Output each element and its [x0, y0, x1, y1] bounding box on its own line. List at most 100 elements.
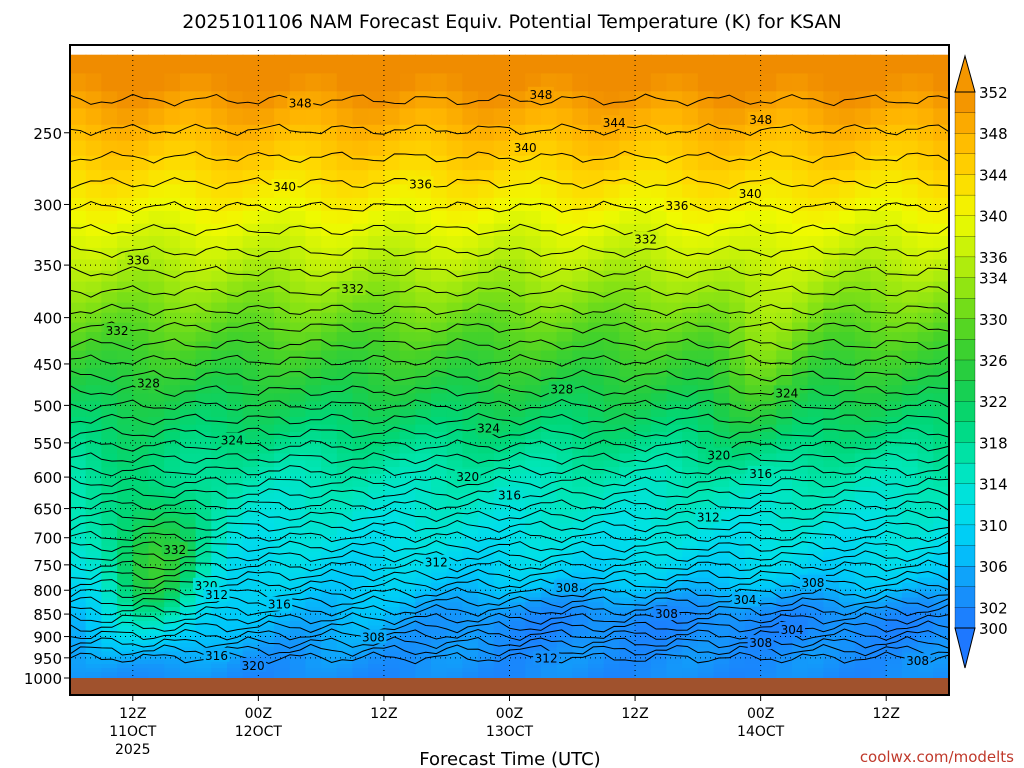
heatmap-cell — [493, 401, 511, 410]
heatmap-cell — [713, 108, 730, 126]
heatmap-cell — [556, 638, 573, 644]
heatmap-cell — [635, 551, 652, 558]
heatmap-cell — [336, 432, 354, 440]
heatmap-cell — [415, 630, 432, 635]
heatmap-cell — [352, 91, 369, 109]
heatmap-cell — [603, 529, 620, 536]
heatmap-cell — [227, 368, 244, 378]
heatmap-cell — [227, 523, 244, 530]
heatmap-cell — [227, 302, 244, 314]
heatmap-cell — [101, 647, 118, 653]
heatmap-cell — [321, 322, 338, 333]
heatmap-cell — [588, 108, 605, 126]
heatmap-cell — [321, 659, 338, 665]
heatmap-cell — [305, 439, 322, 448]
heatmap-cell — [227, 556, 244, 563]
heatmap-cell — [509, 73, 526, 92]
heatmap-cell — [321, 281, 338, 293]
contour-label-backing — [219, 432, 246, 447]
heatmap-cell — [493, 350, 511, 361]
heatmap-cell — [274, 409, 291, 418]
heatmap-cell — [823, 91, 840, 109]
heatmap-cell — [336, 611, 354, 617]
heatmap-cell — [666, 446, 683, 454]
heatmap-cell — [933, 439, 949, 448]
heatmap-cell — [478, 587, 495, 594]
contour-label-320: 320 — [242, 659, 265, 673]
heatmap-cell — [352, 523, 369, 530]
heatmap-cell — [70, 511, 87, 519]
heatmap-cell — [462, 630, 479, 635]
heatmap-cell — [635, 359, 652, 369]
heatmap-cell — [839, 607, 856, 613]
colorbar-label: 322 — [979, 393, 1008, 411]
heatmap-cell — [540, 523, 558, 530]
heatmap-cell — [540, 664, 558, 669]
heatmap-cell — [195, 453, 212, 461]
heatmap-cell — [870, 616, 887, 622]
heatmap-cell — [258, 467, 275, 475]
heatmap-cell — [70, 499, 87, 507]
heatmap-cell — [258, 577, 275, 584]
heatmap-cell — [305, 211, 322, 225]
heatmap-cell — [713, 587, 730, 594]
heatmap-cell — [807, 651, 824, 657]
heatmap-cell — [744, 302, 762, 314]
heatmap-cell — [336, 292, 354, 304]
heatmap-cell — [713, 523, 730, 530]
heatmap-cell — [289, 486, 307, 494]
heatmap-cell — [792, 546, 809, 553]
heatmap-cell — [431, 592, 448, 599]
heatmap-cell — [274, 480, 291, 488]
contour-label-332: 332 — [634, 233, 657, 247]
heatmap-cell — [179, 439, 197, 448]
heatmap-cell — [933, 577, 949, 584]
heatmap-cell — [572, 511, 589, 519]
heatmap-cell — [85, 582, 102, 589]
heatmap-cell — [227, 281, 244, 293]
heatmap-cell — [540, 312, 558, 324]
heatmap-cell — [195, 73, 212, 92]
contour-label-backing — [554, 579, 581, 594]
x-axis-label: Forecast Time (UTC) — [419, 749, 600, 768]
heatmap-cell — [792, 211, 809, 225]
heatmap-cell — [792, 651, 809, 657]
heatmap-cell — [729, 417, 746, 426]
heatmap-cell — [760, 672, 777, 677]
heatmap-cell — [650, 312, 668, 324]
heatmap-cell — [85, 432, 102, 440]
contour-label-backing — [533, 650, 560, 665]
heatmap-cell — [493, 409, 511, 418]
heatmap-cell — [713, 54, 730, 74]
heatmap-cell — [321, 655, 338, 661]
heatmap-cell — [776, 587, 793, 594]
heatmap-cell — [776, 359, 793, 369]
heatmap-cell — [807, 546, 824, 553]
heatmap-cell — [164, 621, 181, 627]
heatmap-cell — [164, 638, 181, 644]
heatmap-cell — [760, 54, 777, 74]
heatmap-cell — [289, 630, 307, 635]
heatmap-cell — [635, 523, 652, 530]
heatmap-cell — [321, 621, 338, 627]
heatmap-cell — [525, 638, 542, 644]
heatmap-cell — [117, 529, 134, 536]
heatmap-cell — [148, 597, 165, 603]
heatmap-cell — [101, 401, 118, 410]
heatmap-cell — [744, 499, 762, 507]
x-tick-label: 12OCT — [235, 724, 283, 740]
heatmap-cell — [854, 184, 872, 199]
heatmap-cell — [211, 376, 228, 386]
heatmap-cell — [839, 634, 856, 640]
heatmap-cell — [556, 540, 573, 547]
heatmap-cell — [399, 493, 416, 500]
heatmap-cell — [792, 523, 809, 530]
heatmap-cell — [635, 659, 652, 665]
heatmap-cell — [525, 597, 542, 603]
heatmap-cell — [540, 567, 558, 574]
heatmap-cell — [478, 577, 495, 584]
heatmap-cell — [493, 155, 511, 171]
heatmap-cell — [85, 91, 102, 109]
heatmap-cell — [713, 511, 730, 519]
heatmap-cell — [556, 211, 573, 225]
